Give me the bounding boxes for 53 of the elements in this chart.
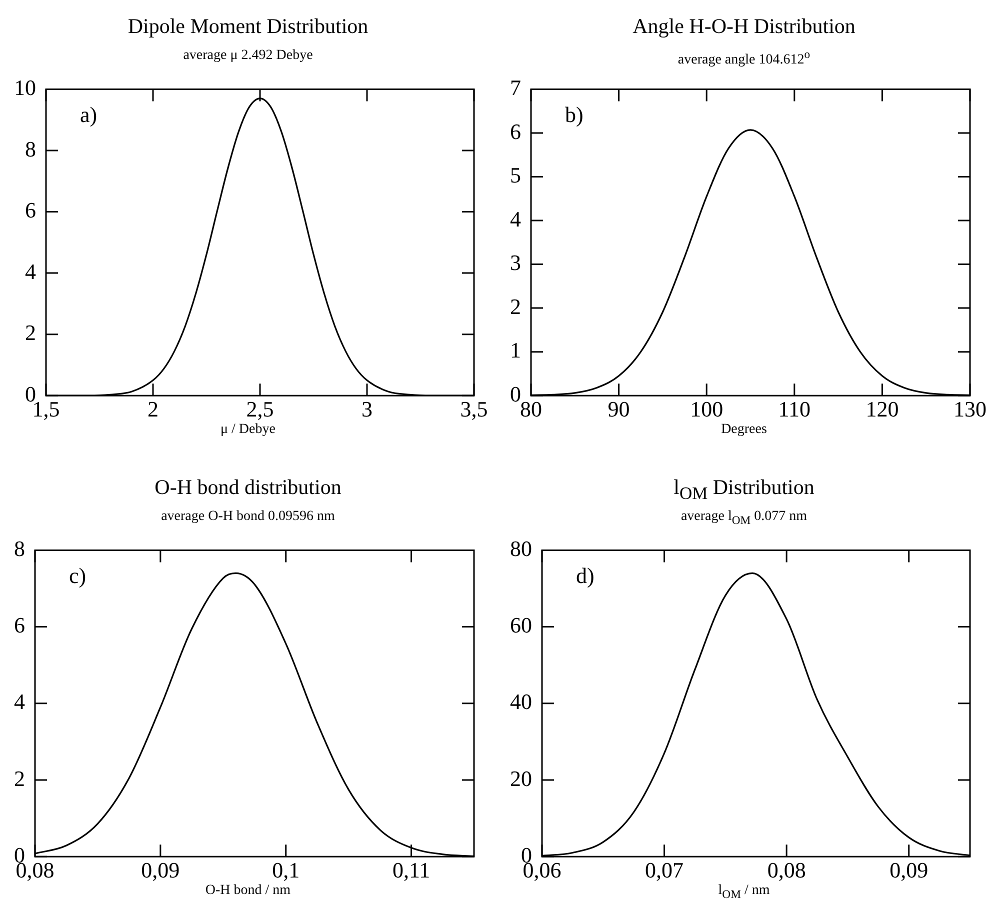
- y-tick-label: 80: [510, 536, 532, 561]
- x-tick-label: 0,08: [767, 858, 806, 883]
- x-tick-label: 100: [690, 396, 724, 422]
- x-tick-label: 2: [148, 396, 158, 422]
- y-tick-label: 0: [510, 381, 521, 406]
- x-tick-label: 3: [362, 396, 372, 422]
- chart-subtitle: average angle 104.612$^{o}$: [676, 48, 812, 68]
- y-tick-label: 1: [510, 338, 521, 363]
- x-axis-title: O-H bond / nm: [204, 883, 292, 899]
- x-tick-label: 120: [866, 396, 899, 422]
- y-tick-label: 5: [510, 162, 521, 188]
- x-tick-label: 0,09: [890, 858, 928, 883]
- y-tick-label: 2: [25, 320, 36, 346]
- y-tick-label: 4: [14, 689, 25, 714]
- y-tick-label: 7: [510, 74, 521, 100]
- y-tick-label: 20: [510, 766, 532, 791]
- x-tick-label: 130: [954, 396, 986, 422]
- chart-subtitle: average l$_{OM}$ 0.077 nm: [680, 509, 808, 527]
- x-tick-label: 0,1: [272, 858, 300, 883]
- y-tick-label: 2: [14, 766, 25, 791]
- y-tick-label: 6: [14, 612, 25, 638]
- chart-title: Angle H-O-H Distribution: [632, 14, 856, 40]
- chart-title: O-H bond distribution: [154, 475, 342, 501]
- y-tick-label: 10: [14, 74, 36, 100]
- y-tick-label: 40: [510, 689, 532, 714]
- x-axis-title: l$_{OM}$ / nm: [717, 883, 771, 901]
- chart-title: Dipole Moment Distribution: [126, 14, 370, 40]
- x-tick-label: 90: [608, 396, 630, 422]
- x-tick-label: 0,09: [141, 858, 180, 883]
- chart-title: l$_{OM}$ Distribution: [672, 475, 816, 504]
- x-tick-label: 0,11: [392, 858, 430, 883]
- chart-subtitle: average O-H bond 0.09596 nm: [160, 509, 336, 526]
- y-tick-label: 6: [510, 118, 521, 144]
- x-tick-label: 3,5: [460, 396, 488, 422]
- y-tick-label: 3: [510, 250, 521, 276]
- chart-subtitle: average μ 2.492 Debye: [182, 48, 314, 65]
- annotation: d): [576, 562, 594, 588]
- annotation: b): [565, 102, 584, 127]
- y-tick-label: 8: [14, 536, 25, 561]
- y-tick-label: 60: [510, 612, 532, 638]
- y-tick-label: 8: [25, 136, 36, 162]
- y-tick-label: 4: [25, 258, 36, 284]
- x-tick-label: 0,07: [645, 858, 684, 883]
- x-tick-label: 110: [778, 396, 810, 422]
- x-axis-title: μ / Debye: [220, 422, 276, 438]
- y-tick-label: 6: [25, 198, 36, 223]
- y-tick-label: 4: [510, 206, 521, 232]
- annotation: c): [69, 562, 86, 588]
- annotation: a): [80, 102, 98, 127]
- y-tick-label: 2: [510, 294, 521, 319]
- x-axis-title: Degrees: [720, 422, 768, 438]
- y-tick-label: 0: [25, 381, 36, 406]
- x-tick-label: 2,5: [246, 396, 274, 422]
